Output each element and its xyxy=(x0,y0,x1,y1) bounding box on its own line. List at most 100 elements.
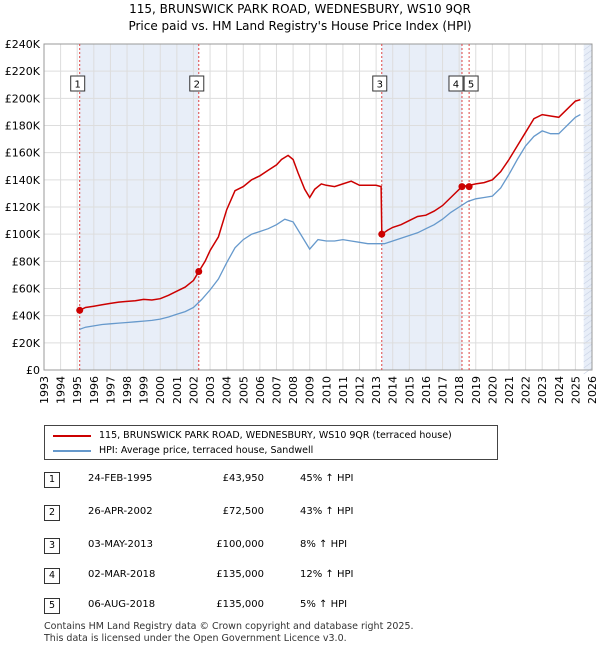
x-tick-label: 2002 xyxy=(187,376,200,404)
sale-number-label: 3 xyxy=(377,80,383,91)
x-tick-label: 1998 xyxy=(121,376,134,404)
row-date: 02-MAR-2018 xyxy=(88,569,156,580)
y-tick-label: £20K xyxy=(12,337,41,350)
row-date: 26-APR-2002 xyxy=(88,506,153,517)
legend-swatch-price xyxy=(53,434,91,437)
chart-subtitle: Price paid vs. HM Land Registry's House … xyxy=(128,19,472,33)
row-price: £72,500 xyxy=(222,506,264,517)
future-hatch xyxy=(583,349,593,357)
future-hatch xyxy=(583,253,593,261)
x-tick-label: 2019 xyxy=(470,376,483,404)
legend-label-price: 115, BRUNSWICK PARK ROAD, WEDNESBURY, WS… xyxy=(99,430,452,441)
future-hatch xyxy=(583,61,593,69)
future-hatch xyxy=(583,325,593,333)
future-hatch xyxy=(583,247,593,255)
x-tick-label: 2011 xyxy=(337,376,350,404)
future-hatch xyxy=(583,355,593,363)
x-tick-label: 2001 xyxy=(171,376,184,404)
sale-number-label: 2 xyxy=(194,80,200,91)
y-tick-label: £140K xyxy=(5,174,41,187)
x-tick-label: 2014 xyxy=(387,376,400,404)
y-tick-label: £40K xyxy=(12,310,41,323)
future-hatch xyxy=(583,319,593,327)
future-hatch xyxy=(583,181,593,189)
future-hatch xyxy=(583,157,593,165)
future-hatch xyxy=(583,265,593,273)
future-hatch xyxy=(583,313,593,321)
y-tick-label: £120K xyxy=(5,201,41,214)
row-hpi-change: 12% ↑ HPI xyxy=(300,569,354,580)
x-tick-label: 2025 xyxy=(569,376,582,404)
plot-frame xyxy=(43,43,593,371)
future-hatch xyxy=(583,343,593,351)
row-hpi-change: 8% ↑ HPI xyxy=(300,539,348,550)
row-hpi-change: 5% ↑ HPI xyxy=(300,599,348,610)
future-hatch xyxy=(583,175,593,183)
future-hatch xyxy=(583,199,593,207)
table-row: 5 06-AUG-2018 £135,000 5% ↑ HPI xyxy=(44,598,464,614)
future-hatch xyxy=(583,43,593,51)
x-tick-label: 2009 xyxy=(304,376,317,404)
y-tick-label: £200K xyxy=(5,92,41,105)
legend-item-hpi: HPI: Average price, terraced house, Sand… xyxy=(53,443,313,458)
y-tick-label: £0 xyxy=(26,364,40,377)
sale-number-box xyxy=(463,75,479,92)
future-hatch xyxy=(583,235,593,243)
x-tick-label: 2013 xyxy=(370,376,383,404)
x-tick-label: 1996 xyxy=(88,376,101,404)
future-hatch xyxy=(583,145,593,153)
future-hatch xyxy=(583,91,593,99)
sale-number-label: 1 xyxy=(75,80,81,91)
x-tick-label: 2003 xyxy=(204,376,217,404)
y-tick-label: £160K xyxy=(5,147,41,160)
footer-attribution: Contains HM Land Registry data © Crown c… xyxy=(44,621,414,645)
table-row: 1 24-FEB-1995 £43,950 45% ↑ HPI xyxy=(44,472,464,488)
x-tick-label: 1997 xyxy=(104,376,117,404)
row-number-badge: 2 xyxy=(44,505,60,521)
future-hatch xyxy=(583,103,593,111)
row-number-badge: 3 xyxy=(44,538,60,554)
x-tick-label: 2010 xyxy=(320,376,333,404)
future-hatch xyxy=(583,241,593,249)
x-tick-label: 2020 xyxy=(486,376,499,404)
future-hatch xyxy=(583,133,593,141)
x-tick-label: 2004 xyxy=(221,376,234,404)
future-hatch xyxy=(583,307,593,315)
table-row: 2 26-APR-2002 £72,500 43% ↑ HPI xyxy=(44,505,464,521)
x-tick-label: 1995 xyxy=(71,376,84,404)
sale-number-box xyxy=(448,75,464,92)
table-row: 3 03-MAY-2013 £100,000 8% ↑ HPI xyxy=(44,538,464,554)
future-hatch xyxy=(583,115,593,123)
y-tick-label: £80K xyxy=(12,255,41,268)
x-tick-label: 2023 xyxy=(536,376,549,404)
legend-label-hpi: HPI: Average price, terraced house, Sand… xyxy=(99,445,314,456)
future-hatch xyxy=(583,109,593,117)
future-hatch xyxy=(583,271,593,279)
table-row: 4 02-MAR-2018 £135,000 12% ↑ HPI xyxy=(44,568,464,584)
x-tick-label: 2000 xyxy=(154,376,167,404)
x-tick-label: 2012 xyxy=(354,376,367,404)
future-hatch xyxy=(583,187,593,195)
row-date: 03-MAY-2013 xyxy=(88,539,154,550)
y-tick-label: £240K xyxy=(5,38,41,51)
row-price: £135,000 xyxy=(216,599,264,610)
x-tick-label: 2016 xyxy=(420,376,433,404)
x-tick-label: 1993 xyxy=(38,376,51,404)
x-tick-label: 2007 xyxy=(270,376,283,404)
future-hatch xyxy=(583,79,593,87)
future-hatch xyxy=(583,361,593,369)
future-hatch xyxy=(583,277,593,285)
sale-number-box xyxy=(70,75,86,92)
footer-licence: This data is licensed under the Open Gov… xyxy=(44,633,347,644)
sale-point xyxy=(195,268,203,276)
future-hatch xyxy=(583,73,593,81)
x-tick-label: 2006 xyxy=(254,376,267,404)
sale-point xyxy=(465,183,473,191)
future-hatch xyxy=(583,139,593,147)
future-hatch xyxy=(583,217,593,225)
row-price: £43,950 xyxy=(222,473,264,484)
future-hatch xyxy=(583,163,593,171)
x-tick-label: 2005 xyxy=(237,376,250,404)
row-price: £135,000 xyxy=(216,569,264,580)
x-tick-label: 2017 xyxy=(437,376,450,404)
